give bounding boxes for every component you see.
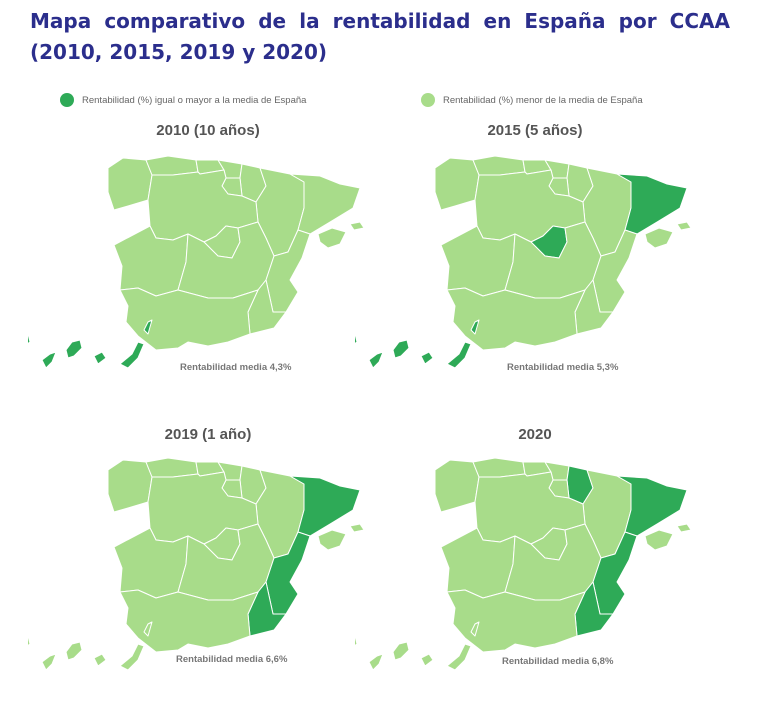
region-andalucia bbox=[446, 589, 586, 653]
spain-map-2020 bbox=[355, 457, 692, 671]
region-baleares bbox=[317, 523, 365, 551]
legend-dot-below-icon bbox=[421, 93, 435, 107]
average-label-2019: Rentabilidad media 6,6% bbox=[176, 654, 288, 665]
region-baleares bbox=[317, 221, 365, 249]
map-title-2010: 2010 (10 años) bbox=[156, 122, 260, 139]
region-baleares bbox=[644, 523, 692, 551]
region-asturias bbox=[472, 457, 526, 478]
region-galicia bbox=[434, 459, 480, 513]
region-asturias bbox=[145, 155, 199, 176]
spain-map-2010 bbox=[28, 155, 365, 369]
legend-item-below: Rentabilidad (%) menor de la media de Es… bbox=[421, 93, 643, 107]
average-label-2020: Rentabilidad media 6,8% bbox=[502, 656, 614, 667]
map-panel-2019: 2019 (1 año) Rentabilidad media 6,6% bbox=[28, 424, 388, 704]
legend-dot-above-icon bbox=[60, 93, 74, 107]
map-panel-2020: 2020 Rentabilidad media 6,8% bbox=[355, 424, 715, 704]
region-cataluna bbox=[616, 173, 688, 235]
map-panel-2015: 2015 (5 años) Rentabilidad media 5,3% bbox=[355, 122, 715, 402]
region-canarias bbox=[355, 319, 480, 369]
average-label-2010: Rentabilidad media 4,3% bbox=[180, 362, 292, 373]
region-baleares bbox=[644, 221, 692, 249]
region-canarias bbox=[355, 621, 480, 671]
map-title-2015: 2015 (5 años) bbox=[487, 122, 583, 139]
region-cataluna bbox=[616, 475, 688, 537]
map-title-2019: 2019 (1 año) bbox=[164, 426, 252, 443]
region-asturias bbox=[472, 155, 526, 176]
region-andalucia bbox=[446, 287, 586, 351]
region-canarias bbox=[28, 319, 153, 369]
region-andalucia bbox=[119, 287, 259, 351]
region-galicia bbox=[107, 459, 153, 513]
region-cataluna bbox=[289, 173, 361, 235]
legend-label-below: Rentabilidad (%) menor de la media de Es… bbox=[443, 94, 643, 106]
legend-label-above: Rentabilidad (%) igual o mayor a la medi… bbox=[82, 94, 307, 106]
legend-item-above: Rentabilidad (%) igual o mayor a la medi… bbox=[60, 93, 306, 107]
map-title-2020: 2020 bbox=[518, 426, 552, 443]
spain-map-2015 bbox=[355, 155, 692, 369]
region-canarias bbox=[28, 621, 153, 671]
page-title: Mapa comparativo de la rentabilidad en E… bbox=[30, 9, 730, 64]
region-galicia bbox=[107, 157, 153, 211]
region-asturias bbox=[145, 457, 199, 478]
region-cataluna bbox=[289, 475, 361, 537]
region-galicia bbox=[434, 157, 480, 211]
spain-map-2019 bbox=[28, 457, 365, 671]
region-andalucia bbox=[119, 589, 259, 653]
map-panel-2010: 2010 (10 años) Rentabilidad media 4,3% bbox=[28, 122, 388, 402]
average-label-2015: Rentabilidad media 5,3% bbox=[507, 362, 619, 373]
